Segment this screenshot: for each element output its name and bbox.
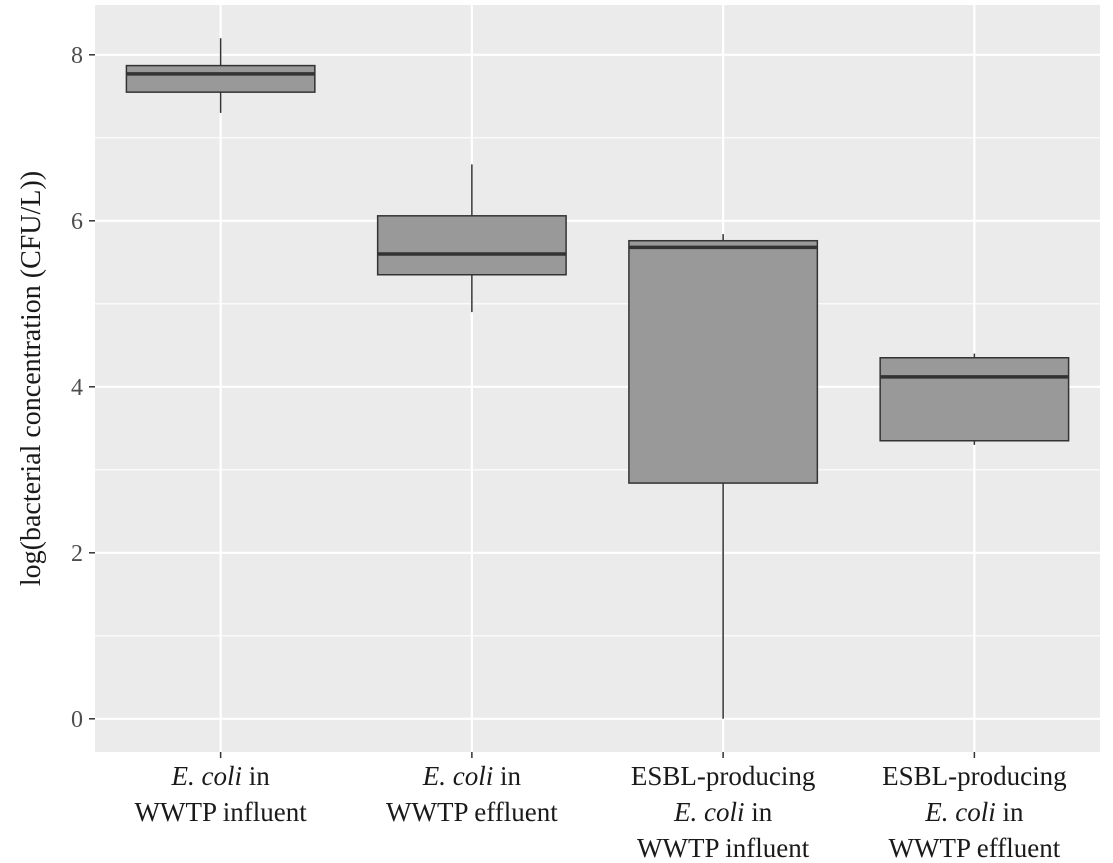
label-segment: in <box>242 761 270 791</box>
italic-label-segment: E. coli <box>171 761 242 791</box>
y-tick-label: 0 <box>71 707 83 733</box>
label-segment: in <box>744 797 772 827</box>
x-category-label-line: E. coli in <box>924 797 1024 827</box>
label-segment: ESBL-producing <box>631 761 815 791</box>
x-category-label-line: WWTP effluent <box>386 797 558 827</box>
x-category-label-line: E. coli in <box>171 761 271 791</box>
label-segment: WWTP influent <box>135 797 308 827</box>
x-category-label-line: WWTP influent <box>135 797 308 827</box>
x-category-label-line: ESBL-producing <box>631 761 815 791</box>
label-segment: ESBL-producing <box>882 761 1066 791</box>
box-group <box>628 234 819 719</box>
x-axis-labels: E. coli in WWTP influent E. coli in WWTP ef… <box>135 752 1067 863</box>
y-axis-ticks: 0 2 4 6 8 <box>71 43 95 733</box>
x-category-label-line: WWTP effluent <box>889 833 1061 863</box>
x-category-label-line: E. coli in <box>422 761 522 791</box>
y-tick-label: 4 <box>71 375 83 401</box>
x-category-label-line: WWTP influent <box>637 833 810 863</box>
y-tick-label: 8 <box>71 43 83 69</box>
box-group <box>125 38 316 113</box>
box-iqr <box>879 357 1070 442</box>
y-axis-title: log(bacterial concentration (CFU/L)) <box>16 171 47 586</box>
y-tick-label: 6 <box>71 209 83 235</box>
label-segment: in <box>493 761 521 791</box>
box-iqr <box>376 215 567 276</box>
label-segment: WWTP effluent <box>889 833 1061 863</box>
x-category-label-line: ESBL-producing <box>882 761 1066 791</box>
box-group <box>879 353 1070 445</box>
box-iqr <box>125 64 316 93</box>
italic-label-segment: E. coli <box>422 761 493 791</box>
italic-label-segment: E. coli <box>673 797 744 827</box>
boxes <box>125 38 1070 719</box>
box-group <box>376 164 567 313</box>
italic-label-segment: E. coli <box>924 797 995 827</box>
box-iqr <box>628 239 819 484</box>
label-segment: WWTP effluent <box>386 797 558 827</box>
label-segment: in <box>996 797 1024 827</box>
label-segment: WWTP influent <box>637 833 810 863</box>
y-tick-label: 2 <box>71 541 83 567</box>
x-category-label-line: E. coli in <box>673 797 773 827</box>
